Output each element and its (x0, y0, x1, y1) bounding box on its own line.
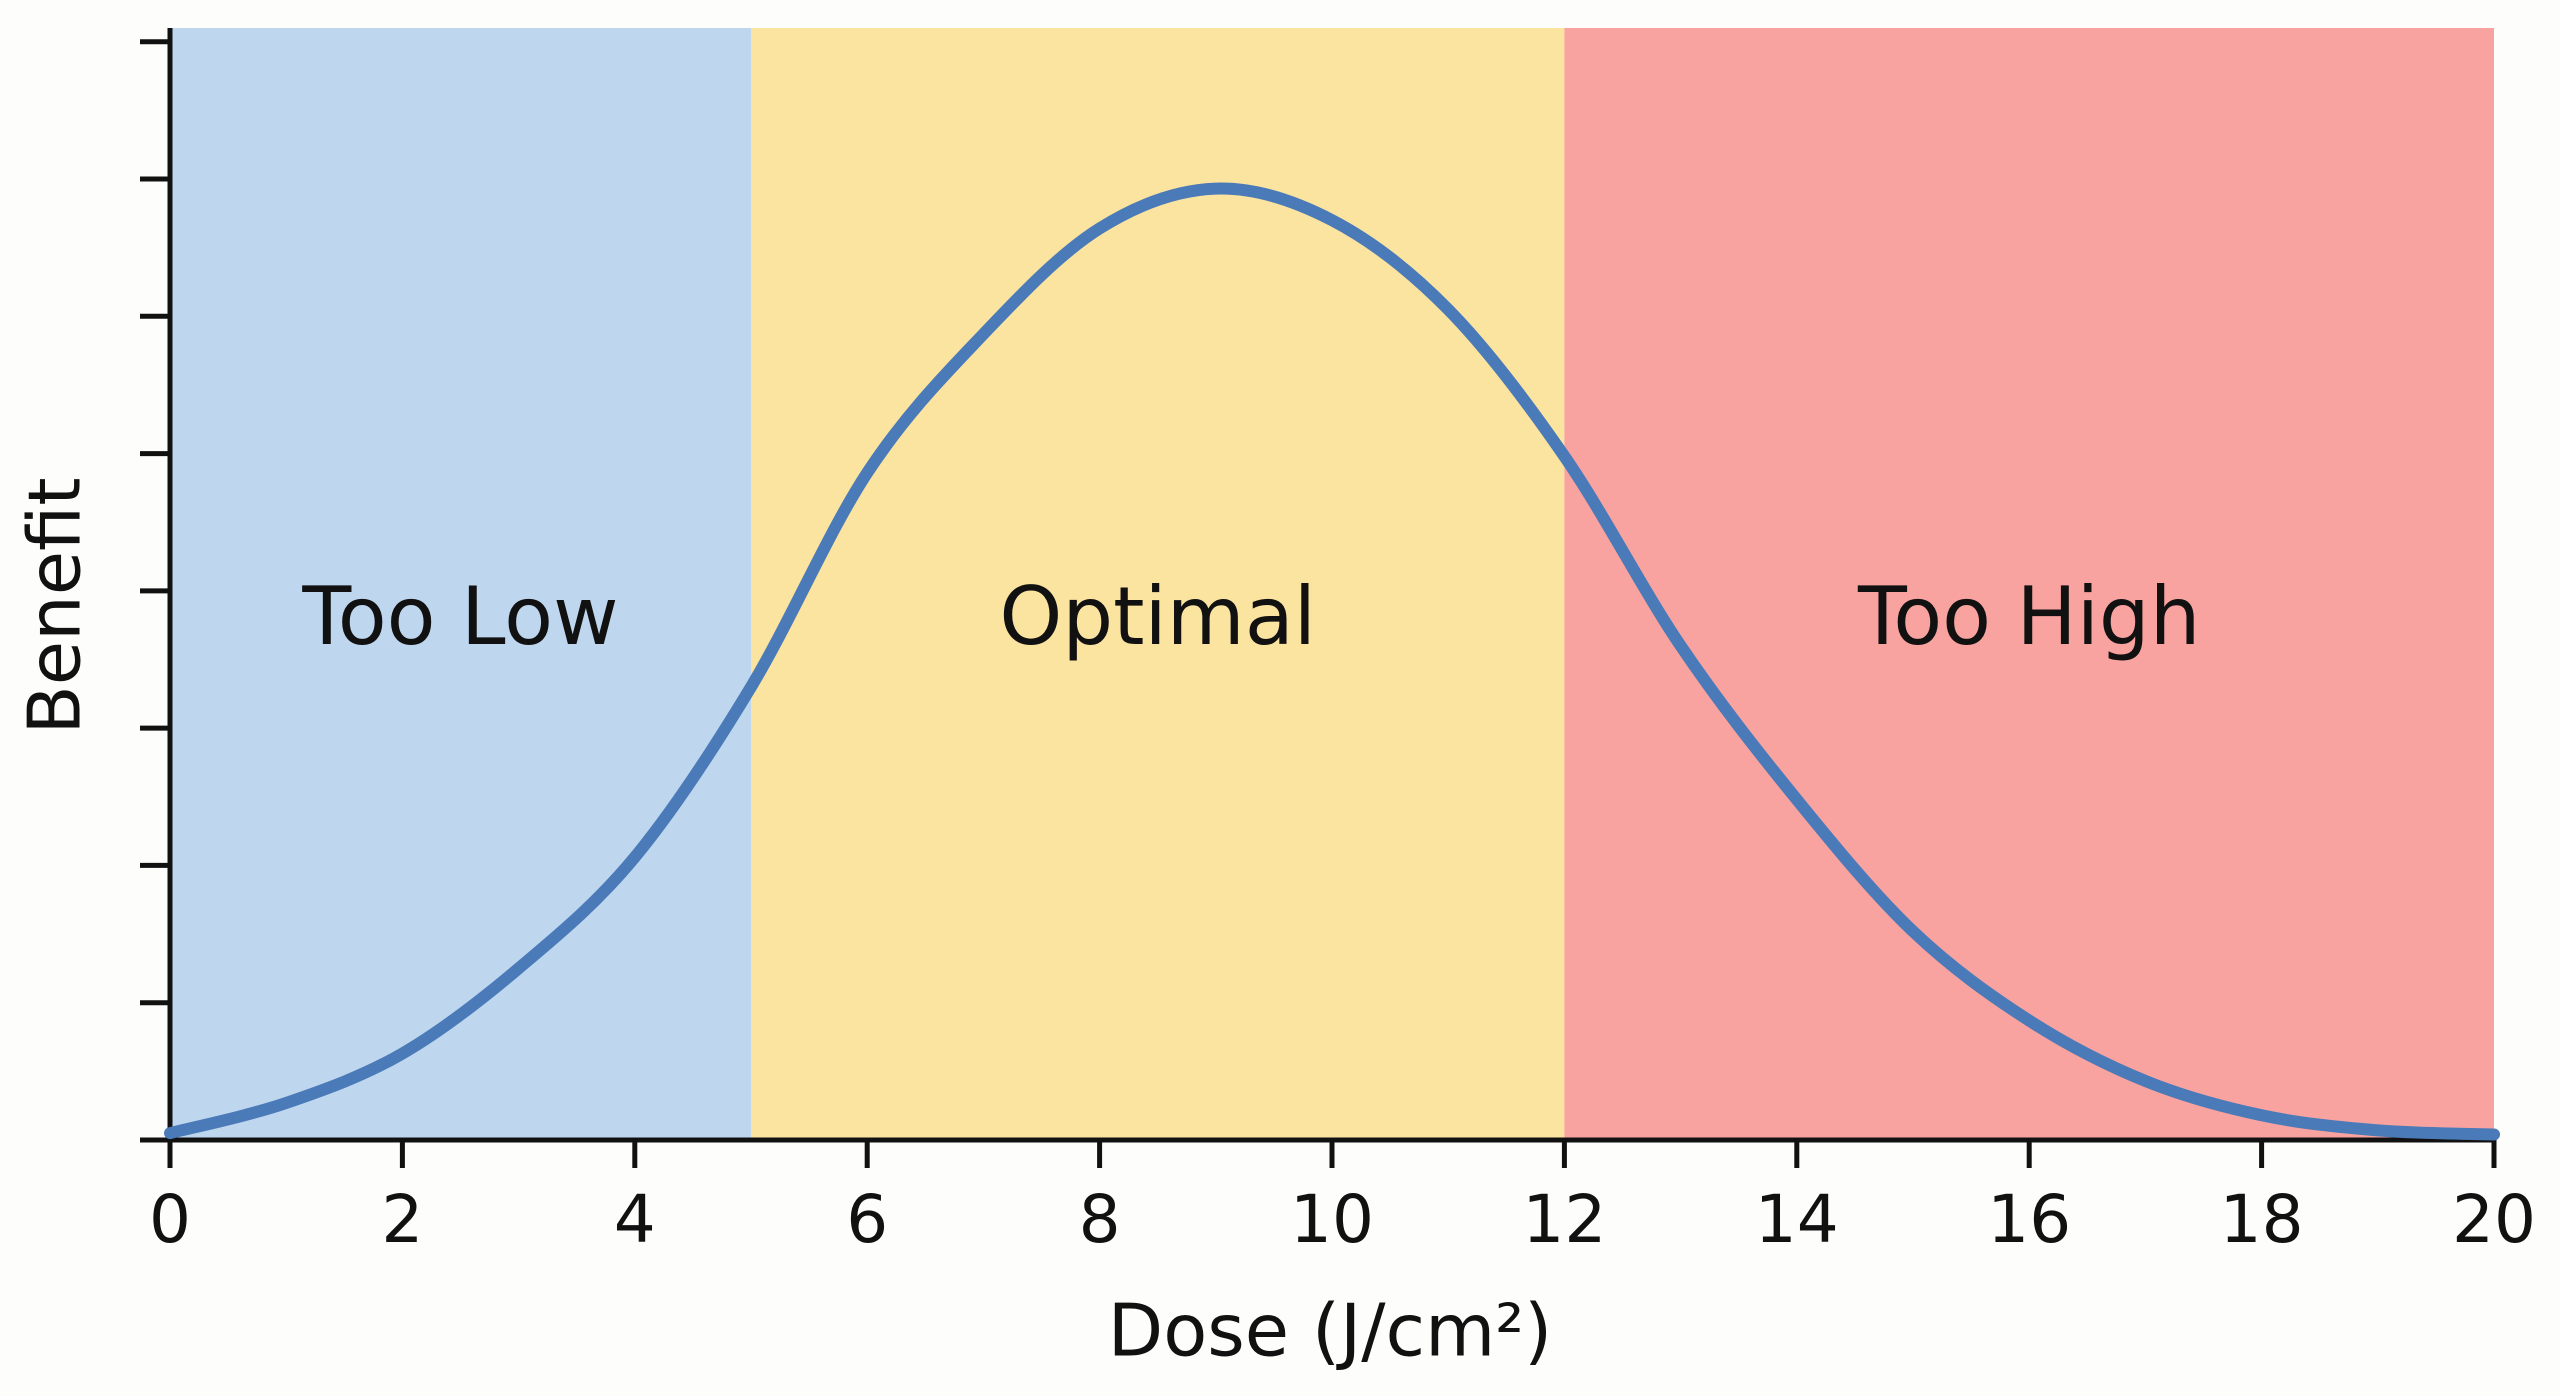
x-tick-label: 8 (1079, 1181, 1121, 1258)
region (170, 28, 751, 1140)
x-tick-label: 10 (1290, 1181, 1374, 1258)
x-tick-label: 18 (2220, 1181, 2304, 1258)
x-tick-label: 2 (381, 1181, 423, 1258)
x-tick-label: 4 (614, 1181, 656, 1258)
x-tick-label: 0 (149, 1181, 191, 1258)
region-label: Optimal (999, 570, 1316, 663)
x-tick-label: 14 (1755, 1181, 1839, 1258)
regions (170, 28, 2494, 1140)
line (164, 182, 2500, 1141)
region-label: Too High (1857, 570, 2200, 663)
region (1564, 28, 2494, 1140)
region-label: Too Low (301, 570, 618, 663)
x-axis-label: Dose (J/cm²) (1108, 1289, 1552, 1373)
x-tick-label: 12 (1522, 1181, 1606, 1258)
region (751, 28, 1565, 1140)
y-axis-label: Benefit (13, 477, 97, 734)
x-tick-label: 20 (2452, 1181, 2536, 1258)
x-tick-label: 16 (1987, 1181, 2071, 1258)
x-tick-label: 6 (846, 1181, 888, 1258)
